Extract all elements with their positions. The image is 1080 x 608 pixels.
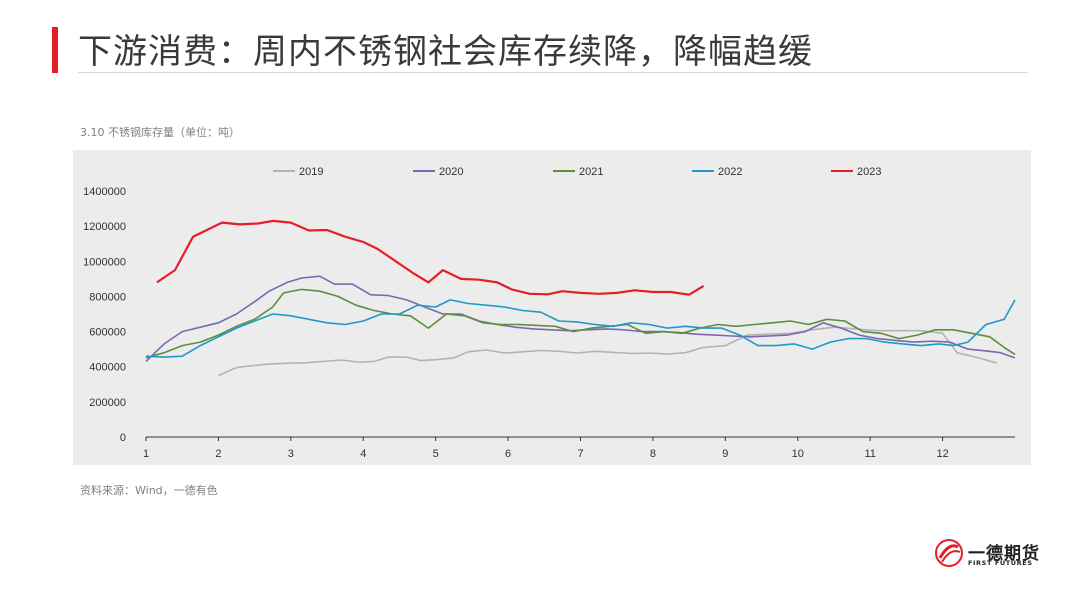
x-tick-label: 1 (143, 448, 149, 460)
legend-label: 2020 (439, 166, 463, 178)
x-tick-label: 4 (360, 448, 366, 460)
logo-subtitle: FIRST FUTURES (968, 559, 1033, 567)
legend-label: 2022 (718, 166, 742, 178)
company-logo: 一德期货 FIRST FUTURES (934, 536, 1044, 572)
x-tick-label: 9 (722, 448, 728, 460)
x-tick-label: 11 (864, 448, 875, 460)
x-tick-label: 10 (792, 448, 804, 460)
y-tick-label: 1400000 (83, 186, 126, 198)
legend-label: 2023 (857, 166, 881, 178)
x-tick-label: 6 (505, 448, 511, 460)
page-title: 下游消费：周内不锈钢社会库存续降，降幅趋缓 (78, 32, 813, 72)
inventory-line-chart: 2019 2020 2021 2022 2023 0 200000 400000 600000… (83, 166, 1016, 460)
x-tick-label: 8 (650, 448, 656, 460)
legend-item-2019: 2019 (273, 166, 323, 178)
data-source-note: 资料来源：Wind，一德有色 (80, 484, 218, 497)
legend-item-2021: 2021 (553, 166, 603, 178)
logo-name: 一德期货 (968, 544, 1040, 564)
y-tick-label: 800000 (89, 291, 126, 303)
series-line-2019 (218, 326, 998, 377)
y-tick-label: 200000 (89, 397, 126, 409)
x-tick-label: 7 (577, 448, 583, 460)
legend-label: 2019 (299, 166, 323, 178)
chart-area: 2019 2020 2021 2022 2023 0 200000 400000 600000… (73, 150, 1031, 465)
y-tick-label: 600000 (89, 327, 126, 339)
x-tick-label: 12 (936, 448, 948, 460)
x-tick-label: 3 (288, 448, 294, 460)
logo-emblem-icon (935, 539, 963, 567)
title-divider (78, 72, 1028, 73)
title-accent-bar (52, 27, 58, 73)
legend-item-2020: 2020 (413, 166, 463, 178)
legend-item-2022: 2022 (692, 166, 742, 178)
series-line-2021 (145, 288, 1016, 359)
series-line-2022 (145, 299, 1016, 358)
series-line-2020 (145, 275, 1016, 362)
y-tick-label: 0 (120, 432, 126, 444)
y-tick-label: 1200000 (83, 221, 126, 233)
chart-caption: 3.10 不锈钢库存量（单位：吨） (80, 126, 240, 139)
y-tick-label: 1000000 (83, 256, 126, 268)
x-tick-label: 5 (433, 448, 439, 460)
legend-label: 2021 (579, 166, 603, 178)
x-tick-label: 2 (215, 448, 221, 460)
series-line-2023 (156, 219, 705, 296)
y-tick-label: 400000 (89, 362, 126, 374)
legend-item-2023: 2023 (831, 166, 881, 178)
